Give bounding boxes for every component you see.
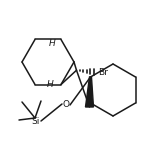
Text: Si: Si <box>32 116 40 126</box>
Text: H: H <box>48 39 55 48</box>
Polygon shape <box>85 77 94 107</box>
Text: Br: Br <box>98 68 108 77</box>
Text: O: O <box>63 99 70 108</box>
Text: H: H <box>46 80 53 89</box>
